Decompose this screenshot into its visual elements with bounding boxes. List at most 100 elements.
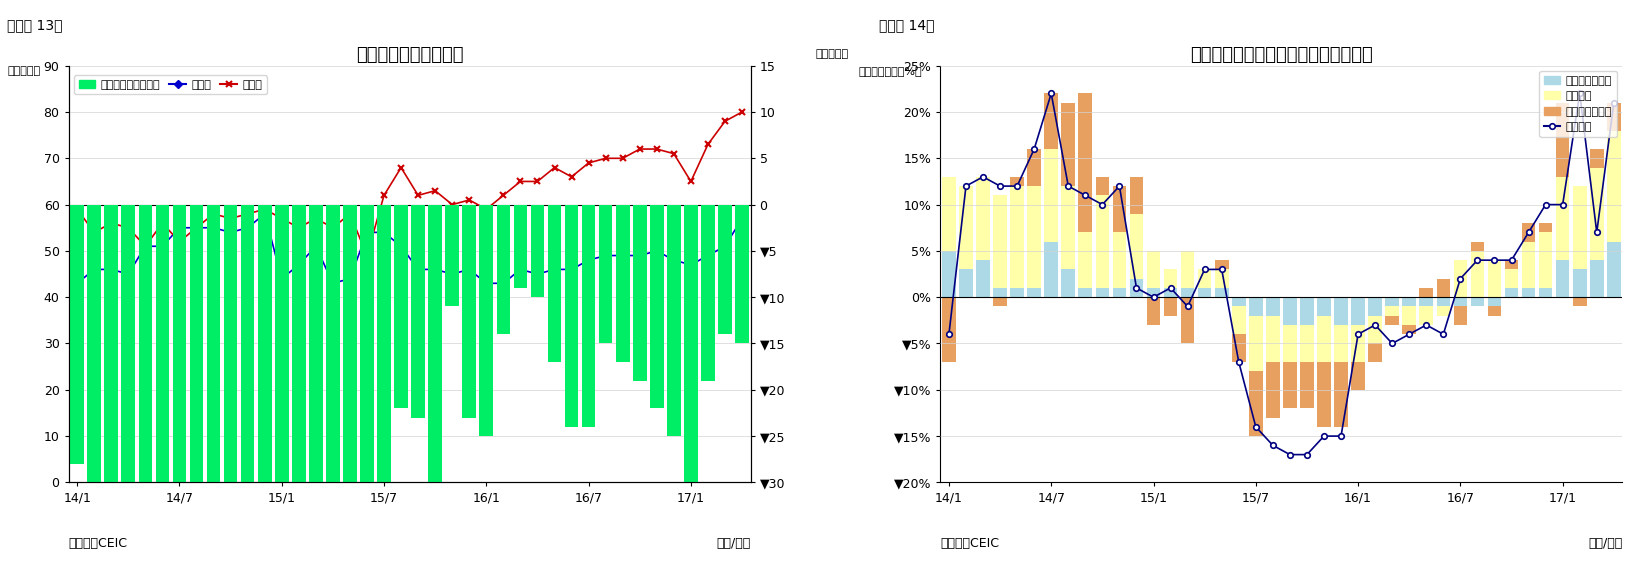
輸入額 xyxy=(169,238,188,245)
Bar xyxy=(1334,325,1347,362)
Bar xyxy=(1318,297,1331,316)
輸出額 xyxy=(629,252,649,259)
Bar xyxy=(1180,288,1195,297)
Bar xyxy=(1113,186,1126,232)
Bar xyxy=(462,205,475,418)
輸出額 xyxy=(426,266,446,273)
輸出額 xyxy=(443,271,462,278)
輸入額 xyxy=(715,118,734,125)
Bar xyxy=(1233,334,1246,362)
Text: （図表 13）: （図表 13） xyxy=(7,18,62,32)
Bar xyxy=(310,205,323,569)
Bar xyxy=(480,205,493,436)
輸出額 xyxy=(733,215,752,222)
Bar xyxy=(1488,307,1501,316)
Bar xyxy=(683,205,698,501)
輸入額 xyxy=(118,224,138,231)
輸入額 xyxy=(323,224,343,231)
Line: 輸入額: 輸入額 xyxy=(74,109,746,259)
Bar xyxy=(598,205,613,344)
Text: （億ドル）: （億ドル） xyxy=(7,65,41,76)
輸入額 xyxy=(629,146,649,152)
輸出額 xyxy=(288,261,308,268)
輸出額 xyxy=(562,266,582,273)
Bar xyxy=(1385,316,1400,325)
Bar xyxy=(411,205,425,418)
Bar xyxy=(1010,288,1024,297)
Bar xyxy=(1606,130,1621,242)
Bar xyxy=(1164,269,1177,288)
Bar xyxy=(156,205,169,569)
輸入額 xyxy=(203,211,223,217)
輸入額 xyxy=(408,192,428,199)
Bar xyxy=(513,205,528,288)
Bar xyxy=(1249,316,1262,371)
Bar xyxy=(275,205,288,569)
Bar xyxy=(1351,297,1365,325)
Bar xyxy=(1028,186,1041,288)
Bar xyxy=(959,186,974,269)
輸入額 xyxy=(443,201,462,208)
Bar xyxy=(582,205,595,427)
Bar xyxy=(1573,269,1587,297)
Bar xyxy=(87,205,102,569)
輸入額 xyxy=(493,192,513,199)
Bar xyxy=(139,205,152,569)
Bar xyxy=(1436,297,1451,307)
Bar xyxy=(1385,297,1400,307)
Bar xyxy=(1436,279,1451,297)
Bar xyxy=(633,205,646,381)
Bar xyxy=(1590,149,1603,167)
Bar xyxy=(1436,307,1451,316)
輸出額 xyxy=(136,243,156,250)
輸入額 xyxy=(221,215,241,222)
Bar xyxy=(225,205,238,569)
Bar xyxy=(1419,288,1432,297)
輸入額 xyxy=(84,229,103,236)
輸入額 xyxy=(357,252,377,259)
Bar xyxy=(1470,297,1485,307)
Bar xyxy=(1555,260,1570,297)
Bar xyxy=(1044,242,1059,297)
Bar xyxy=(1505,260,1518,269)
Title: フィリピン　輸出の伸び率（品目別）: フィリピン 輸出の伸び率（品目別） xyxy=(1190,46,1373,64)
Bar xyxy=(1164,297,1177,316)
Bar xyxy=(1233,307,1246,334)
Bar xyxy=(1214,260,1229,269)
Bar xyxy=(343,205,357,569)
輸入額 xyxy=(102,220,121,226)
輸入額 xyxy=(562,174,582,180)
Bar xyxy=(942,251,956,297)
Bar xyxy=(326,205,339,569)
Bar xyxy=(1539,232,1552,288)
Bar xyxy=(1454,307,1467,325)
Line: 輸出額: 輸出額 xyxy=(75,212,744,286)
輸出額 xyxy=(493,280,513,287)
Bar xyxy=(1351,325,1365,362)
Bar xyxy=(701,205,715,381)
Bar xyxy=(121,205,134,569)
Bar xyxy=(1028,149,1041,186)
輸入額 xyxy=(374,192,393,199)
輸出額 xyxy=(238,224,257,231)
Bar xyxy=(1010,177,1024,186)
Bar xyxy=(1606,242,1621,297)
Bar xyxy=(1283,362,1296,409)
輸出額 xyxy=(392,243,411,250)
輸入額 xyxy=(579,159,598,166)
輸出額 xyxy=(408,266,428,273)
Bar xyxy=(1129,177,1144,214)
輸出額 xyxy=(221,229,241,236)
輸入額 xyxy=(254,206,274,213)
輸出額 xyxy=(357,229,377,236)
輸出額 xyxy=(544,266,564,273)
Bar xyxy=(977,260,990,297)
Bar xyxy=(1334,362,1347,427)
Bar xyxy=(1403,307,1416,325)
Bar xyxy=(1214,288,1229,297)
輸出額 xyxy=(579,257,598,263)
Bar xyxy=(1283,297,1296,325)
輸出額 xyxy=(597,252,616,259)
Bar xyxy=(718,205,731,334)
Bar xyxy=(1147,297,1160,325)
